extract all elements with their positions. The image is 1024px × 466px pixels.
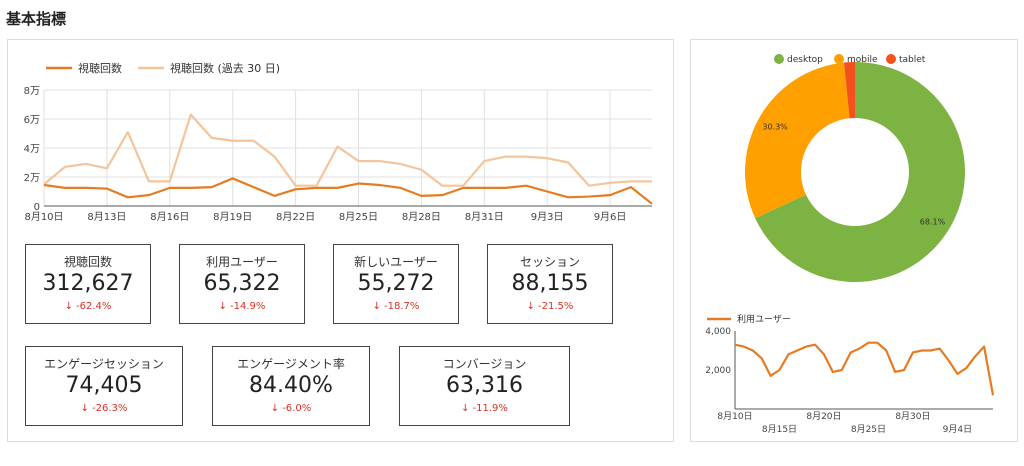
scorecard-label: エンゲージメント率 — [237, 357, 345, 371]
legend-mobile-label: mobile — [847, 55, 878, 65]
scorecard-conversions[interactable]: コンバージョン 63,316 ↓ -11.9% — [399, 346, 570, 426]
y-tick-label: 2万 — [24, 173, 40, 184]
scorecard-label: セッション — [519, 255, 580, 269]
x-tick-label: 9月3日 — [531, 211, 564, 223]
scorecard-change-value: -26.3% — [92, 403, 128, 414]
y-tick-label: 0 — [34, 202, 40, 213]
scorecard-value: 65,322 — [203, 271, 281, 296]
scorecard-engaged-sessions[interactable]: エンゲージセッション 74,405 ↓ -26.3% — [25, 346, 183, 426]
legend-desktop-label: desktop — [787, 55, 823, 65]
x-tick-label: 8月30日 — [895, 411, 930, 422]
x-tick-label: 8月22日 — [276, 211, 315, 223]
legend-tablet-label: tablet — [899, 55, 926, 65]
donut-slice-tablet[interactable] — [843, 62, 855, 119]
scorecard-views[interactable]: 視聴回数 312,627 ↓ -62.4% — [25, 244, 151, 324]
x-tick-label: 8月25日 — [339, 211, 378, 223]
series-line-views[interactable] — [43, 177, 653, 205]
scorecard-value: 312,627 — [42, 271, 134, 296]
x-tick-label: 8月25日 — [851, 424, 886, 435]
device-donut-chart[interactable]: desktop mobile tablet 68.1% 30.3% — [691, 40, 1017, 310]
scorecard-change: ↓ -26.3% — [26, 403, 182, 414]
x-tick-label: 9月6日 — [594, 211, 627, 223]
down-arrow-icon: ↓ — [80, 403, 89, 414]
donut-slice-label: 68.1% — [920, 218, 946, 227]
scorecard-value: 55,272 — [357, 271, 435, 296]
down-arrow-icon: ↓ — [270, 403, 280, 414]
scorecard-change-value: -6.0% — [282, 403, 312, 414]
scorecard-value: 74,405 — [65, 373, 143, 398]
scorecard-label: コンバージョン — [442, 357, 527, 371]
down-arrow-icon: ↓ — [372, 301, 381, 312]
series-line-users[interactable] — [734, 341, 995, 396]
page-title: 基本指標 — [6, 10, 67, 28]
legend-views-prev-label: 視聴回数 (過去 30 日) — [170, 61, 280, 75]
x-tick-label: 8月31日 — [465, 211, 504, 223]
scorecard-change: ↓ -62.4% — [26, 301, 150, 312]
donut-slice-label: 30.3% — [762, 122, 788, 131]
scorecard-label: 新しいユーザー — [354, 255, 438, 269]
x-tick-label: 8月10日 — [717, 411, 752, 422]
x-tick-label: 9月4日 — [943, 424, 972, 435]
down-arrow-icon: ↓ — [64, 301, 73, 312]
down-arrow-icon: ↓ — [526, 301, 535, 312]
x-tick-label: 8月15日 — [762, 424, 797, 435]
scorecard-change-value: -11.9% — [472, 403, 508, 414]
legend-users-label: 利用ユーザー — [737, 313, 791, 325]
scorecard-value: 63,316 — [446, 373, 523, 398]
scorecard-engagement-rate[interactable]: エンゲージメント率 84.40% ↓ -6.0% — [212, 346, 370, 426]
x-tick-label: 8月20日 — [806, 411, 841, 422]
scorecard-change-value: -62.4% — [76, 301, 112, 312]
scorecard-change: ↓ -18.7% — [334, 301, 458, 312]
scorecard-sessions[interactable]: セッション 88,155 ↓ -21.5% — [487, 244, 613, 324]
y-tick-label: 6万 — [24, 115, 40, 126]
scorecard-change: ↓ -11.9% — [400, 403, 569, 414]
x-tick-label: 8月28日 — [402, 211, 441, 223]
scorecard-new-users[interactable]: 新しいユーザー 55,272 ↓ -18.7% — [333, 244, 459, 324]
scorecard-change: ↓ -14.9% — [180, 301, 304, 312]
scorecard-change-value: -14.9% — [230, 301, 266, 312]
scorecard-change: ↓ -6.0% — [213, 403, 369, 414]
legend-views-label: 視聴回数 — [78, 61, 122, 75]
users-mini-chart[interactable]: 利用ユーザー 2,000 4,000 8月10日 8月20日 8月30日 8月15日 8月2… — [691, 308, 1017, 438]
legend-tablet-swatch — [886, 54, 896, 64]
views-trend-chart[interactable]: 視聴回数 視聴回数 (過去 30 日) 0 2万 4万 6万 8万 8月10日 8月13日 8… — [8, 40, 673, 240]
x-tick-label: 8月19日 — [213, 211, 252, 223]
donut-slice-mobile[interactable] — [745, 62, 850, 219]
scorecard-value: 88,155 — [511, 271, 589, 296]
down-arrow-icon: ↓ — [218, 301, 227, 312]
scorecard-value: 84.40% — [249, 373, 333, 398]
y-tick-label: 2,000 — [705, 366, 731, 376]
device-panel: desktop mobile tablet 68.1% 30.3% 利用ユーザー 2,… — [690, 39, 1018, 442]
legend-mobile-swatch — [834, 54, 844, 64]
scorecard-label: 利用ユーザー — [206, 255, 278, 269]
y-tick-label: 8万 — [24, 86, 40, 97]
down-arrow-icon: ↓ — [461, 403, 470, 414]
x-tick-label: 8月10日 — [24, 211, 63, 223]
y-tick-label: 4万 — [24, 144, 40, 155]
scorecard-change-value: -21.5% — [538, 301, 574, 312]
scorecard-users[interactable]: 利用ユーザー 65,322 ↓ -14.9% — [179, 244, 305, 324]
scorecard-label: 視聴回数 — [63, 255, 112, 269]
series-line-views-prev[interactable] — [43, 113, 652, 187]
metrics-panel: 視聴回数 視聴回数 (過去 30 日) 0 2万 4万 6万 8万 8月10日 8月13日 8… — [7, 39, 674, 442]
x-tick-label: 8月13日 — [87, 211, 126, 223]
scorecard-change-value: -18.7% — [384, 301, 420, 312]
scorecard-label: エンゲージセッション — [44, 357, 164, 371]
y-tick-label: 4,000 — [705, 327, 731, 337]
donut-slice-desktop[interactable] — [755, 62, 965, 282]
scorecard-change: ↓ -21.5% — [488, 301, 612, 312]
legend-desktop-swatch — [774, 54, 784, 64]
x-tick-label: 8月16日 — [150, 211, 189, 223]
